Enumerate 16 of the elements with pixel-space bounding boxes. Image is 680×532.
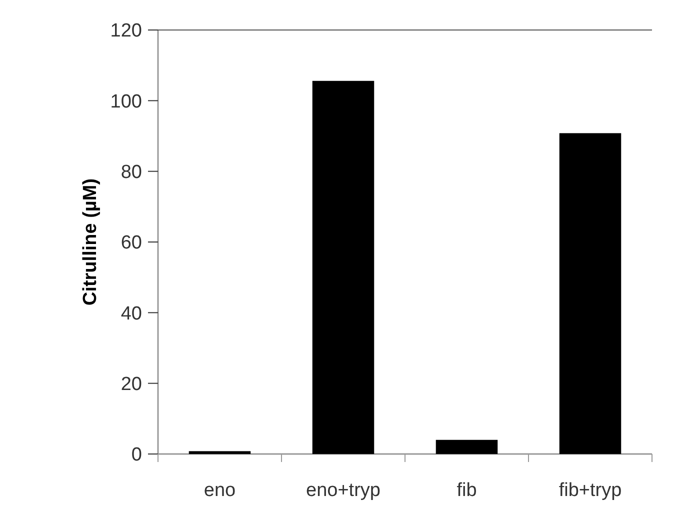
y-axis-title: Citrulline (µM) — [80, 178, 101, 306]
y-tick-label: 80 — [120, 162, 142, 183]
y-tick-label: 20 — [120, 374, 142, 395]
bar — [436, 440, 498, 454]
y-tick-label: 100 — [110, 91, 142, 112]
x-tick-label: fib — [456, 480, 477, 501]
y-tick-label: 60 — [120, 232, 142, 254]
x-tick-label: fib+tryp — [558, 480, 622, 501]
x-tick-label: eno+tryp — [306, 480, 380, 501]
bar — [188, 451, 251, 454]
y-tick-label: 0 — [131, 444, 142, 466]
bar — [559, 133, 622, 454]
y-tick-label: 120 — [110, 20, 142, 42]
y-tick-label: 40 — [120, 303, 142, 324]
x-tick-label: eno — [204, 480, 236, 501]
bar — [312, 80, 374, 454]
